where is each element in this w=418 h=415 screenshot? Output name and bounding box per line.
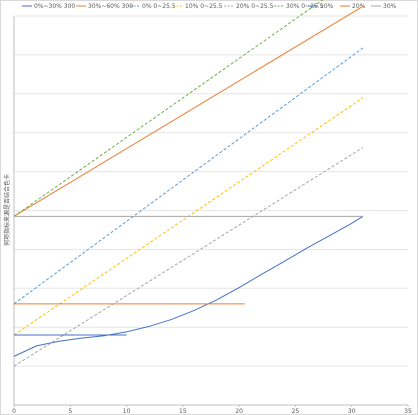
x-tick-label: 5 (68, 408, 72, 415)
series-line-2 (13, 5, 364, 217)
series-line-1 (13, 215, 364, 357)
legend-label: 10% 0~25.5 (185, 3, 223, 10)
y-axis-label: 何项指标来源是否结合色卡 (3, 174, 11, 246)
legend-label: 20% 0~25.5 (236, 3, 274, 10)
gridlines (14, 15, 408, 367)
legend-label: 30%~60% 300 (88, 3, 133, 10)
legend-label: 30% (383, 3, 397, 10)
x-tick-label: 30 (348, 408, 356, 415)
legend-label: 0%~30% 300 (34, 3, 75, 10)
x-tick-label: 0 (12, 408, 16, 415)
series-line-5 (13, 147, 364, 367)
x-tick-label: 20 (235, 408, 243, 415)
series-line-6 (13, 0, 324, 217)
legend: 0%~30% 300 30%~60% 300 0% 0~25.5 10% 0~25.5… (22, 3, 397, 10)
x-tick-label: 10 (123, 408, 131, 415)
series-line-3 (13, 47, 364, 305)
x-tick-label: 35 (404, 408, 412, 415)
legend-label: 20% (352, 3, 366, 10)
legend-label: 0% 0~25.5 (142, 3, 176, 10)
legend-label: 30% 0~25.5 (286, 3, 324, 10)
x-tick-label: 15 (179, 408, 187, 415)
series-group (13, 0, 364, 367)
legend-label: 10% (320, 3, 334, 10)
axes: 0 5 10 15 20 25 30 35 (12, 16, 412, 415)
x-tick-label: 25 (292, 408, 300, 415)
